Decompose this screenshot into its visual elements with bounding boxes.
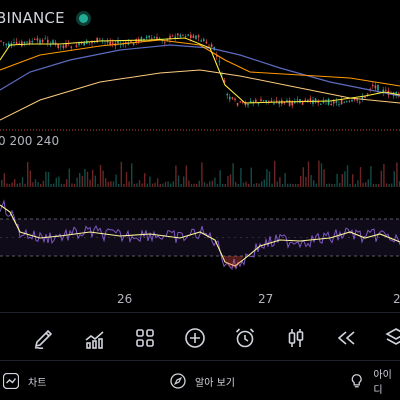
nav-ideas-label: 아이디 — [373, 370, 392, 396]
nav-ideas[interactable]: 아이디 — [349, 370, 400, 396]
drawing-toolbar — [0, 318, 400, 358]
rewind-icon[interactable] — [334, 326, 358, 350]
nav-chart[interactable]: 차트 — [3, 372, 46, 390]
lightbulb-icon — [351, 374, 362, 388]
chart-divider — [0, 312, 400, 313]
exchange-label: BINANCE — [0, 9, 65, 27]
nav-explore[interactable]: 알아 보기 — [170, 372, 235, 390]
bottom-navigation: 차트 알아 보기 아이디 — [0, 362, 400, 400]
x-axis-label: 2 — [393, 292, 400, 306]
x-axis-label: 26 — [117, 292, 133, 306]
x-axis-label: 27 — [258, 292, 274, 306]
toolbar-divider — [0, 360, 400, 361]
price-pane — [0, 31, 400, 131]
candles-icon[interactable] — [284, 326, 308, 350]
grid-icon[interactable] — [133, 326, 157, 350]
nav-chart-label: 차트 — [28, 377, 47, 389]
alarm-clock-icon[interactable] — [233, 326, 257, 350]
layers-icon[interactable] — [384, 326, 400, 350]
indicators-icon[interactable] — [83, 326, 107, 350]
market-status-dot — [78, 13, 88, 23]
volume-legend: 0 200 240 — [0, 134, 60, 148]
price-chart[interactable] — [0, 0, 400, 312]
symbol-header[interactable]: BINANCE — [0, 7, 88, 29]
nav-explore-label: 알아 보기 — [195, 377, 235, 389]
chart-icon — [3, 373, 19, 389]
rsi-pane — [0, 199, 400, 270]
plus-circle-icon[interactable] — [183, 326, 207, 350]
compass-icon — [170, 373, 186, 389]
volume-pane — [1, 160, 400, 187]
pen-icon[interactable] — [32, 326, 56, 350]
